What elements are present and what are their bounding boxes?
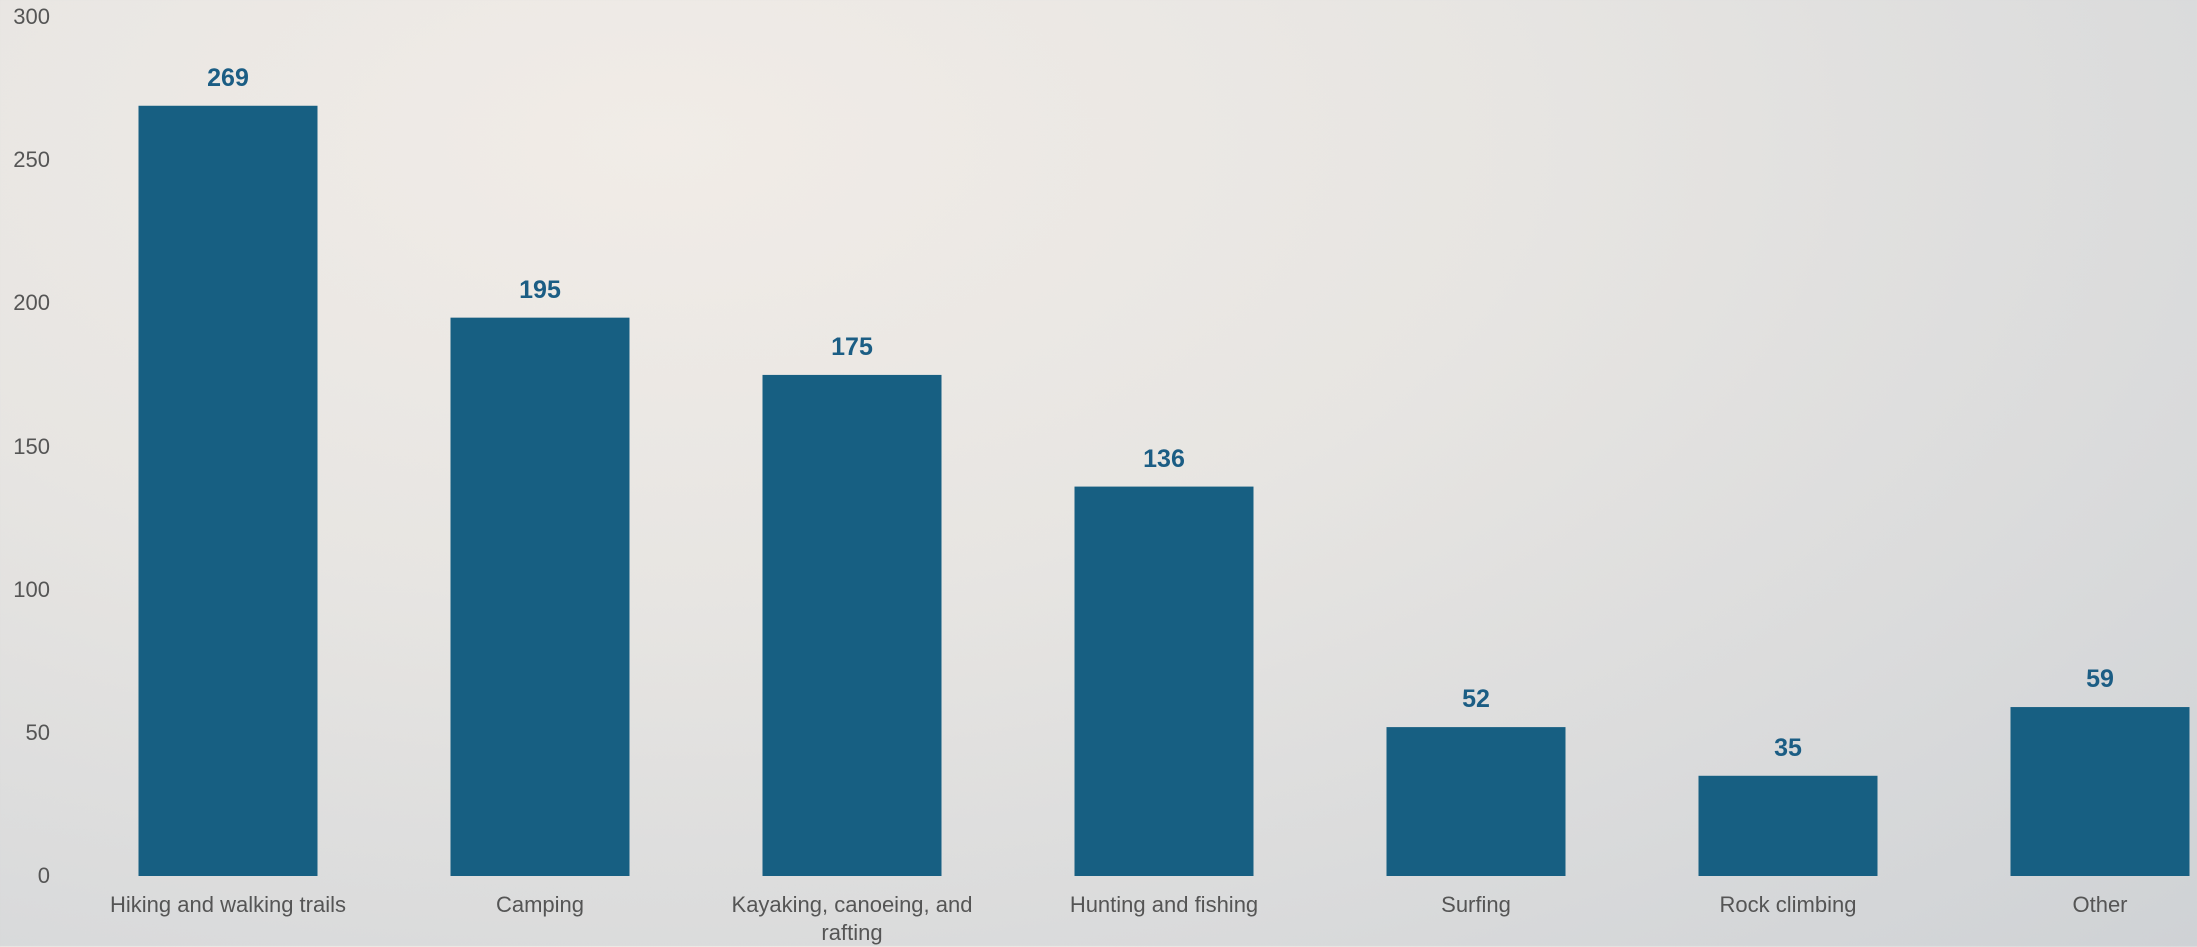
- y-tick-label: 0: [37, 863, 50, 888]
- value-label: 52: [1462, 685, 1490, 714]
- x-tick-label: Hiking and walking trails: [110, 892, 346, 917]
- x-tick-label: Surfing: [1441, 892, 1511, 917]
- x-tick-label: Rock climbing: [1719, 892, 1857, 917]
- bar: [450, 317, 630, 876]
- value-label: 59: [2086, 665, 2114, 694]
- bar: [1074, 486, 1254, 876]
- bar: [762, 374, 942, 876]
- value-label: 175: [831, 332, 873, 361]
- x-tick-label: Hunting and fishing: [1069, 892, 1259, 917]
- x-tick-label: Kayaking, canoeing, and rafting: [731, 892, 973, 945]
- y-tick-label: 200: [13, 290, 50, 316]
- value-label: 136: [1143, 444, 1185, 473]
- bar: [138, 105, 318, 877]
- value-label: 35: [1774, 733, 1802, 762]
- bar: [1386, 727, 1566, 876]
- y-tick-label: 100: [13, 576, 50, 602]
- value-label: 269: [207, 63, 249, 92]
- y-tick-label: 300: [13, 4, 50, 29]
- x-tick-label: Camping: [495, 892, 585, 917]
- bar: [1698, 775, 1878, 876]
- x-tick-label: Other: [2072, 892, 2128, 917]
- value-label: 195: [519, 275, 561, 304]
- bar: [2010, 707, 2190, 876]
- y-tick-label: 250: [13, 147, 50, 173]
- y-tick-label: 50: [25, 719, 50, 745]
- y-tick-label: 150: [13, 433, 50, 459]
